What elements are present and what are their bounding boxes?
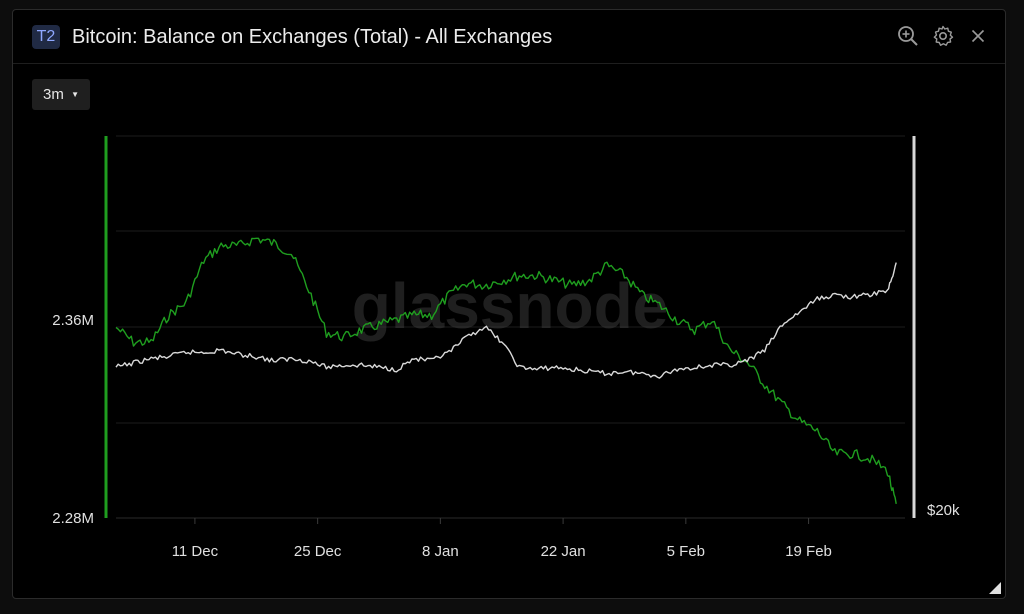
zoom-in-icon[interactable]	[896, 24, 920, 48]
gear-icon[interactable]	[931, 24, 955, 48]
y-left-tick-label: 2.28M	[52, 510, 94, 527]
x-axis: 11 Dec 25 Dec 8 Jan 22 Jan 5 Feb 19 Feb	[172, 518, 832, 560]
close-icon[interactable]	[966, 24, 990, 48]
caret-down-icon: ▼	[71, 90, 79, 99]
series-group	[115, 237, 897, 505]
watermark-logo: glassnode	[352, 270, 669, 342]
panel-header: T2 Bitcoin: Balance on Exchanges (Total)…	[13, 10, 1005, 64]
chart-title: Bitcoin: Balance on Exchanges (Total) - …	[72, 26, 553, 48]
y-right-tick-label: $20k	[927, 502, 960, 519]
x-tick-label: 11 Dec	[172, 543, 219, 560]
left-y-axis: 2.36M 2.28M	[52, 312, 94, 527]
metric-tier-badge: T2	[32, 25, 60, 49]
resize-handle-icon[interactable]	[989, 582, 1001, 594]
x-tick-label: 19 Feb	[785, 543, 832, 560]
series-line-balance	[115, 237, 897, 505]
y-left-tick-label: 2.36M	[52, 312, 94, 329]
right-y-axis: $20k	[927, 502, 960, 519]
x-tick-label: 25 Dec	[294, 543, 342, 560]
chart-panel: T2 Bitcoin: Balance on Exchanges (Total)…	[12, 9, 1006, 599]
series-line-price	[115, 262, 897, 379]
timeframe-value: 3m	[43, 86, 64, 103]
chart-gridlines	[116, 135, 905, 519]
x-tick-label: 5 Feb	[667, 543, 705, 560]
timeframe-dropdown[interactable]: 3m ▼	[32, 79, 90, 110]
x-tick-label: 8 Jan	[422, 543, 459, 560]
x-tick-label: 22 Jan	[541, 543, 586, 560]
